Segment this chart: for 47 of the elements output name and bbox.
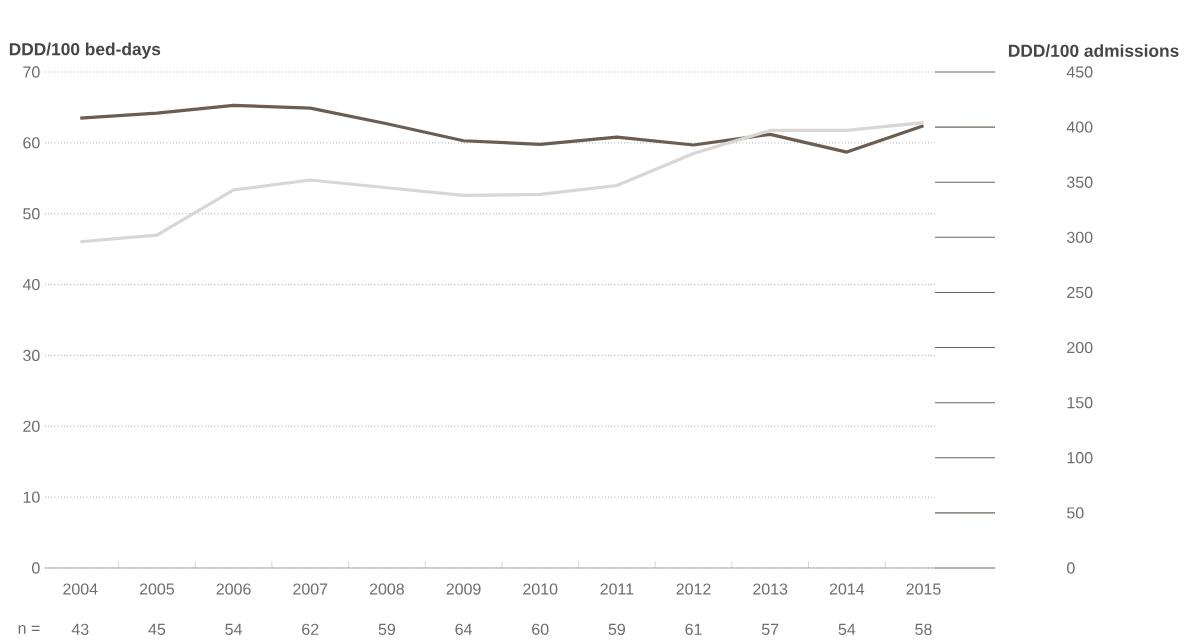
x-tick-label: 2015 [906,583,941,595]
y-tick-label: 70 [23,66,40,78]
y2-tick-label: 50 [1067,507,1084,519]
text: 54 [838,623,856,635]
y2-tick-label: 300 [1066,231,1093,243]
y2-tick-label: 250 [1067,286,1093,299]
y-tick-label: 10 [23,491,40,503]
y-tick-label: 30 [23,349,40,362]
y2-tick-label: 400 [1066,121,1093,133]
y2-tick-label: 150 [1067,397,1093,409]
y2-tick-label: 350 [1066,176,1093,188]
y-tick-label: 40 [22,278,40,291]
text: 64 [455,623,472,635]
x-tick-label: 2004 [63,583,98,595]
y2-tick-label: 450 [1066,66,1093,78]
y-tick-label: 50 [23,208,40,220]
line-series [78,103,926,154]
x-tick-label: 2013 [753,583,788,595]
x-tick-label: 2007 [293,583,328,595]
text: 58 [915,623,932,635]
x-tick-label: 2014 [829,583,865,595]
line-series [78,121,926,244]
y-axis-title: DDD/100 bed-days [9,42,161,59]
x-tick-label: 2010 [523,583,558,595]
text: n = [18,625,40,634]
y-tick-label: 20 [23,420,40,432]
text: 62 [302,623,319,635]
x-tick-label: 2009 [446,583,481,595]
x-tick-label: 2005 [139,583,175,595]
y2-tick-label: 0 [1067,562,1075,574]
text: 59 [378,623,396,635]
text: 57 [761,623,779,635]
text: 45 [148,623,166,635]
y2-tick-label: 100 [1067,452,1093,464]
y2-axis-title: DDD/100 admissions [1008,44,1179,58]
x-tick-label: 2006 [216,583,251,595]
text: 54 [225,623,242,635]
y-tick-label: 60 [23,137,40,149]
text: 59 [608,623,625,635]
x-tick-label: 2012 [676,583,711,595]
text: 43 [71,623,89,635]
x-tick-label: 2008 [369,583,404,595]
y2-tick-label: 200 [1067,341,1093,354]
y-tick-label: 0 [32,562,40,574]
text: 61 [685,623,702,635]
x-tick-label: 2011 [600,583,634,595]
text: 60 [532,623,549,635]
